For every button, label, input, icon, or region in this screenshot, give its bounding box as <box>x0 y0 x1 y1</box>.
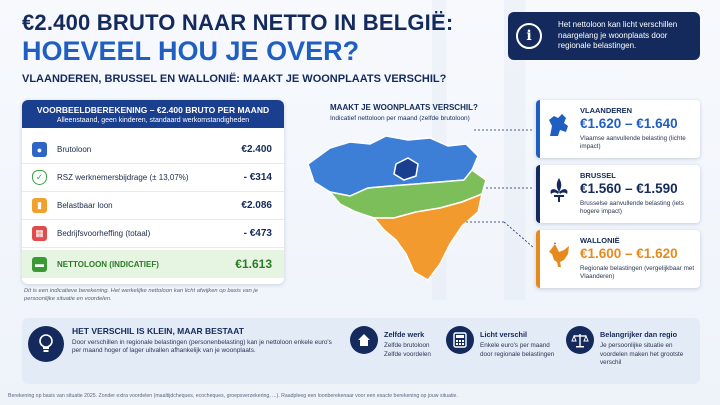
bottom-text: Door verschillen in regionale belastinge… <box>72 339 332 355</box>
row-label: RSZ werknemersbijdrage (± 13,07%) <box>57 173 189 182</box>
row-value: - €314 <box>243 172 272 183</box>
region-name: WALLONIË <box>580 236 620 245</box>
region-band <box>536 165 540 223</box>
row-label: Brutoloon <box>57 145 92 154</box>
row-belastbaar: ▮ Belastbaar loon €2.086 <box>22 192 284 220</box>
wallet-icon: ▬ <box>32 256 47 272</box>
title-line-2: HOEVEEL HOU JE OVER? <box>22 36 360 66</box>
info-icon: i <box>516 23 542 49</box>
belgium-map <box>307 129 535 281</box>
wallonia-south <box>372 192 484 281</box>
feature-title: Licht verschil <box>480 330 528 339</box>
calculator-icon <box>446 326 474 354</box>
calculation-note: Dit is een indicatieve berekening. Het w… <box>24 288 258 302</box>
row-value: €1.613 <box>235 257 272 271</box>
calculation-card: VOORBEELDBEREKENING – €2.400 BRUTO PER M… <box>22 100 284 284</box>
region-description: Vlaamse aanvullende belasting (lichte im… <box>580 135 686 150</box>
lightbulb-glyph <box>39 334 53 352</box>
lightbulb-icon <box>28 326 64 362</box>
bar-chart-icon: ▮ <box>32 198 47 213</box>
region-band <box>536 100 540 158</box>
row-value: - €473 <box>243 228 272 239</box>
page-subtitle: VLAANDEREN, BRUSSEL EN WALLONIË: MAAKT J… <box>22 73 447 85</box>
row-value: €2.086 <box>241 200 272 211</box>
row-label: Bedrijfsvoorheffing (totaal) <box>57 229 151 238</box>
feature-text: Enkele euro's per maand door regionale b… <box>480 342 555 358</box>
calculation-title: VOORBEELDBEREKENING – €2.400 BRUTO PER M… <box>36 105 270 115</box>
fleur-de-lis-icon <box>550 178 568 202</box>
region-name: BRUSSEL <box>580 171 616 180</box>
calculator-glyph <box>453 332 467 348</box>
map-subtitle: Indicatief nettoloon per maand (zelfde b… <box>330 115 470 122</box>
region-name: VLAANDEREN <box>580 106 633 115</box>
row-rsz: ✓ RSZ werknemersbijdrage (± 13,07%) - €3… <box>22 164 284 192</box>
region-card-brussel: BRUSSEL €1.560 – €1.590 Brusselse aanvul… <box>536 165 700 223</box>
feature-title: Belangrijker dan regio <box>600 330 678 339</box>
region-amount: €1.620 – €1.640 <box>580 116 678 131</box>
brussels-region <box>393 157 419 181</box>
row-value: €2.400 <box>241 144 272 155</box>
shield-icon: ✓ <box>32 170 47 185</box>
map-title: MAAKT JE WOONPLAATS VERSCHIL? <box>330 103 478 112</box>
info-text: Het nettoloon kan licht verschillen naar… <box>558 20 678 51</box>
people-icon: ● <box>32 142 47 157</box>
bottom-heading: HET VERSCHIL IS KLEIN, MAAR BESTAAT <box>72 326 244 336</box>
region-card-wallonie: WALLONIË €1.600 – €1.620 Regionale belas… <box>536 230 700 288</box>
info-box: i Het nettoloon kan licht verschillen na… <box>508 12 700 60</box>
calculation-header: VOORBEELDBEREKENING – €2.400 BRUTO PER M… <box>22 100 284 128</box>
region-description: Brusselse aanvullende belasting (iets ho… <box>580 200 684 215</box>
row-voorheffing: ▦ Bedrijfsvoorheffing (totaal) - €473 <box>22 220 284 248</box>
calculator-icon: ▦ <box>32 226 47 241</box>
calculation-subtitle: Alleenstaand, geen kinderen, standaard w… <box>56 117 250 124</box>
lion-icon <box>549 114 568 136</box>
row-label: NETTOLOON (INDICATIEF) <box>57 259 159 269</box>
region-amount: €1.600 – €1.620 <box>580 246 678 261</box>
footer-note: Berekening op basis van situatie 2025. Z… <box>8 393 458 399</box>
feature-text: Je persoonlijke situatie en voordelen ma… <box>600 342 684 366</box>
title-line-1: €2.400 BRUTO NAAR NETTO IN BELGIË: <box>22 10 454 35</box>
scales-glyph <box>571 334 589 348</box>
region-description: Regionale belastingen (vergelijkbaar met… <box>580 265 695 280</box>
region-card-vlaanderen: VLAANDEREN €1.620 – €1.640 Vlaamse aanvu… <box>536 100 700 158</box>
region-amount: €1.560 – €1.590 <box>580 181 678 196</box>
row-brutoloon: ● Brutoloon €2.400 <box>22 136 284 164</box>
house-icon <box>350 326 378 354</box>
house-glyph <box>358 334 370 346</box>
connector-lines <box>466 129 535 249</box>
rooster-icon <box>549 242 569 267</box>
region-band <box>536 230 540 288</box>
row-nettoloon: ▬ NETTOLOON (INDICATIEF) €1.613 <box>22 250 284 278</box>
feature-title: Zelfde werk <box>384 330 425 339</box>
scales-icon <box>566 326 594 354</box>
feature-text: Zelfde brutoloon Zelfde voordelen <box>384 342 431 358</box>
connector-wallonia-2 <box>503 221 535 249</box>
row-label: Belastbaar loon <box>57 201 113 210</box>
